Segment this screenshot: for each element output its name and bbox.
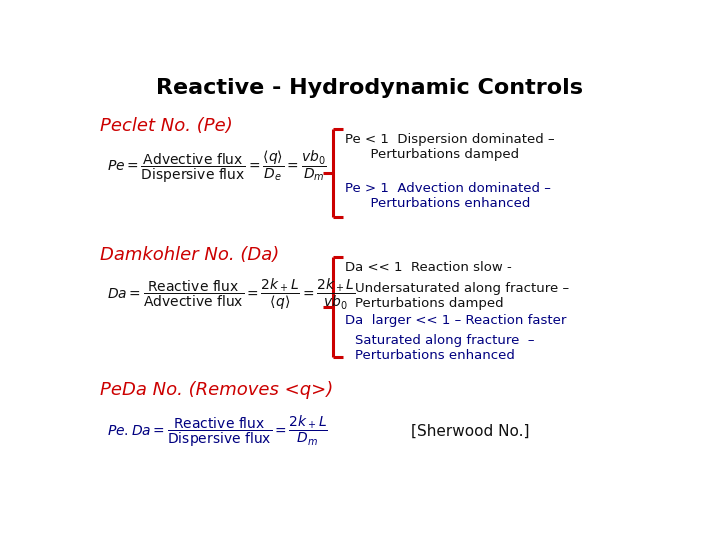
Text: Undersaturated along fracture –
Perturbations damped: Undersaturated along fracture – Perturba…	[355, 282, 570, 310]
Text: $Pe.Da = \dfrac{\mathrm{Reactive\ flux}}{\mathrm{Dispersive\ flux}} = \dfrac{2k_: $Pe.Da = \dfrac{\mathrm{Reactive\ flux}}…	[107, 413, 328, 449]
Text: Damkohler No. (Da): Damkohler No. (Da)	[100, 246, 279, 264]
Text: PeDa No. (Removes <q>): PeDa No. (Removes <q>)	[100, 381, 333, 399]
Text: $Pe = \dfrac{\mathrm{Advective\ flux}}{\mathrm{Dispersive\ flux}} = \dfrac{\lang: $Pe = \dfrac{\mathrm{Advective\ flux}}{\…	[107, 148, 326, 185]
Text: Pe > 1  Advection dominated –
      Perturbations enhanced: Pe > 1 Advection dominated – Perturbatio…	[345, 182, 551, 210]
Text: Da  larger << 1 – Reaction faster: Da larger << 1 – Reaction faster	[345, 314, 567, 327]
Text: [Sherwood No.]: [Sherwood No.]	[411, 424, 529, 439]
Text: Peclet No. (Pe): Peclet No. (Pe)	[100, 117, 233, 135]
Text: $Da = \dfrac{\mathrm{Reactive\ flux}}{\mathrm{Advective\ flux}} = \dfrac{2k_+L}{: $Da = \dfrac{\mathrm{Reactive\ flux}}{\m…	[107, 276, 355, 312]
Text: Pe < 1  Dispersion dominated –
      Perturbations damped: Pe < 1 Dispersion dominated – Perturbati…	[345, 133, 554, 161]
Text: Da << 1  Reaction slow -: Da << 1 Reaction slow -	[345, 261, 512, 274]
Text: Saturated along fracture  –
Perturbations enhanced: Saturated along fracture – Perturbations…	[355, 334, 534, 362]
Text: Reactive - Hydrodynamic Controls: Reactive - Hydrodynamic Controls	[156, 78, 582, 98]
